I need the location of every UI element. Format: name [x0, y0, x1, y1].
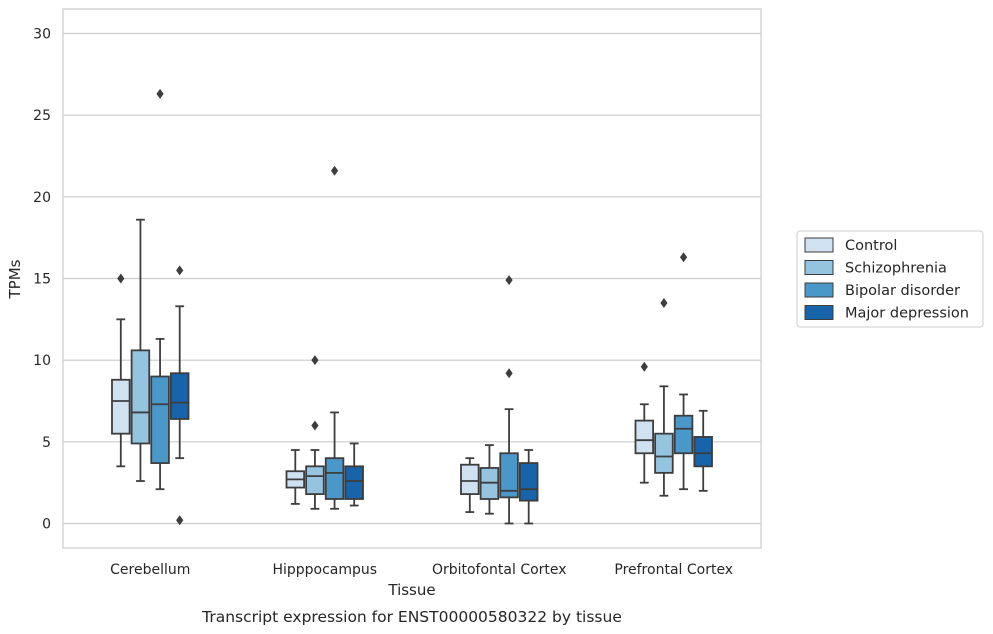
legend-swatch [804, 260, 834, 275]
y-tick-label: 15 [33, 272, 51, 288]
legend: Control Schizophrenia Bipolar disorder Majo… [796, 230, 984, 328]
box-group [130, 218, 151, 482]
legend-label: Control [845, 238, 897, 254]
plot-area-frame [62, 8, 762, 549]
boxes [111, 88, 713, 526]
box-group [324, 165, 345, 510]
x-axis-title: Tissue [387, 581, 435, 599]
outlier-point [311, 355, 319, 366]
box [654, 432, 674, 474]
box [111, 378, 131, 435]
x-tick-label: Cerebellum [110, 562, 190, 578]
box-group [150, 88, 170, 491]
outlier-point [117, 273, 125, 284]
box-group [479, 444, 500, 515]
box [305, 465, 325, 496]
box [499, 452, 519, 499]
box-group [111, 273, 131, 468]
y-tick-label: 30 [33, 27, 51, 43]
box [324, 457, 345, 500]
legend-frame [796, 230, 984, 328]
box-group [654, 298, 674, 497]
outlier-point [176, 515, 184, 526]
y-tick-label: 25 [33, 108, 51, 124]
box-group [460, 457, 480, 513]
legend-label: Major depression [845, 306, 969, 322]
y-axis-title: TPMs [6, 259, 24, 299]
y-tick-labels: 0 5 10 15 20 25 30 [33, 27, 51, 533]
box [130, 349, 151, 445]
box-group [285, 449, 306, 505]
x-tick-label: Prefrontal Cortex [614, 562, 733, 578]
x-tick-label: Orbitofontal Cortex [432, 562, 567, 578]
legend-swatch [804, 237, 834, 253]
box [344, 465, 364, 500]
box-group [673, 252, 694, 491]
outlier-point [311, 420, 319, 431]
box-group [344, 442, 364, 507]
box [460, 463, 480, 496]
box [150, 375, 170, 464]
legend-swatch [804, 305, 834, 320]
y-tick-label: 20 [33, 190, 51, 206]
box [673, 414, 694, 455]
chart-caption: Transcript expression for ENST0000058032… [201, 608, 622, 626]
x-tick-labels: Cerebellum Hipppocampus Orbitofontal Corte… [110, 562, 733, 578]
outlier-point [679, 252, 688, 263]
outlier-point [640, 361, 648, 372]
legend-swatch [804, 282, 834, 298]
outlier-point [660, 298, 668, 308]
outlier-point [176, 265, 184, 276]
x-tick-label: Hipppocampus [272, 562, 377, 578]
box-group [499, 275, 519, 525]
legend-label: Bipolar disorder [845, 283, 960, 299]
legend-label: Schizophrenia [845, 261, 947, 277]
box-group [305, 355, 325, 510]
box-group [169, 265, 190, 526]
outlier-point [505, 368, 513, 379]
box [693, 436, 713, 468]
box-group [693, 409, 713, 492]
box-group [518, 449, 539, 525]
box [634, 419, 655, 455]
box [518, 462, 539, 502]
outlier-point [505, 275, 513, 286]
box-group [634, 361, 655, 484]
box [169, 372, 190, 420]
outlier-point [156, 88, 164, 99]
y-tick-label: 5 [42, 435, 51, 451]
outlier-point [330, 165, 339, 176]
y-tick-label: 10 [33, 353, 51, 369]
y-tick-label: 0 [42, 517, 51, 533]
